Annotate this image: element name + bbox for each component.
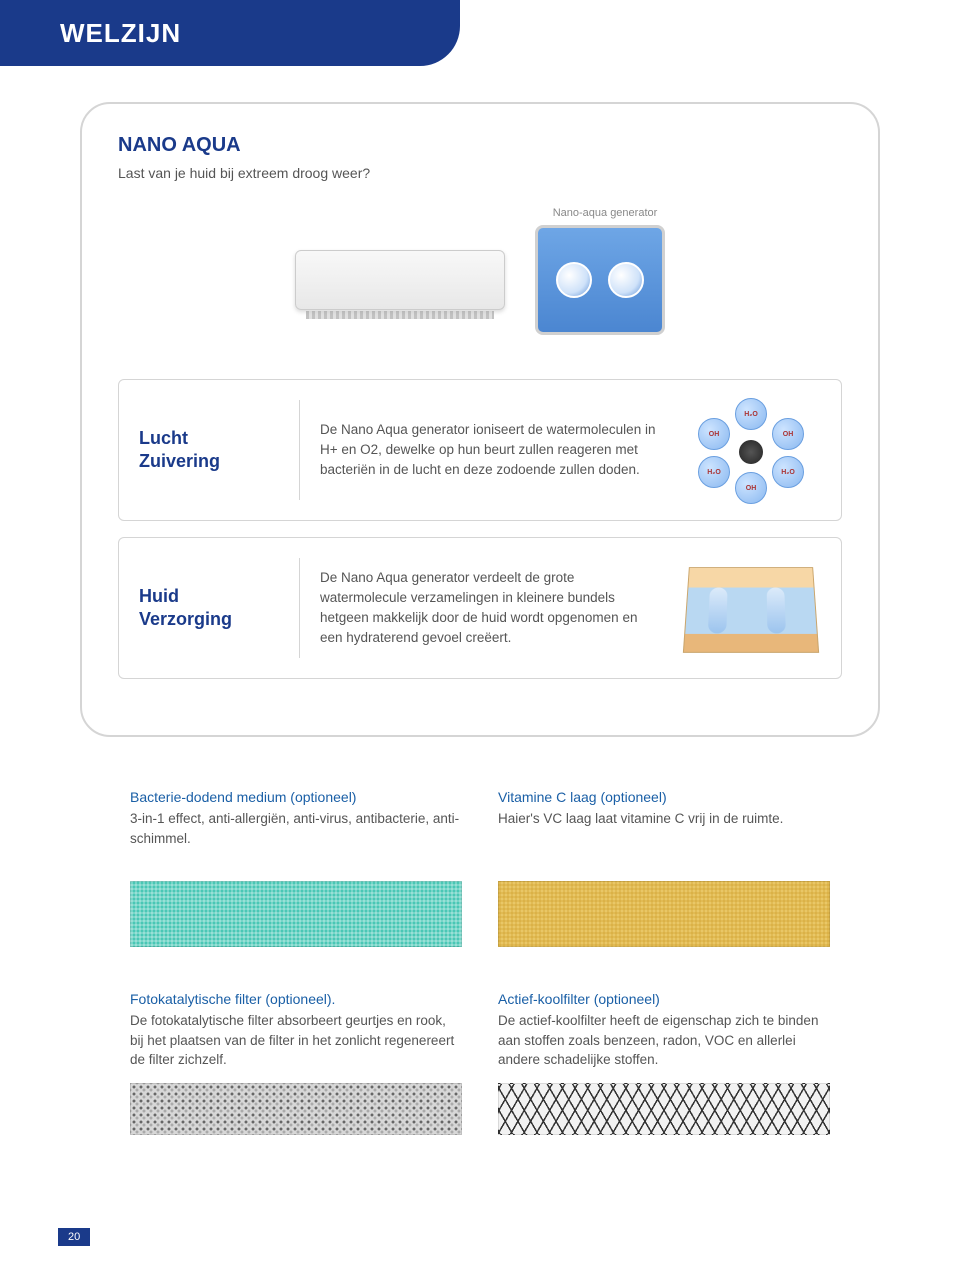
filter-title: Actief-koolfilter (optioneel) bbox=[498, 991, 830, 1007]
feature-label-line1: Huid bbox=[139, 586, 179, 606]
filter-swatch-teal bbox=[130, 881, 462, 947]
filter-fotokatalytisch: Fotokatalytische filter (optioneel). De … bbox=[130, 991, 462, 1135]
feature-label: Huid Verzorging bbox=[139, 585, 279, 632]
feature-huid-verzorging: Huid Verzorging De Nano Aqua generator v… bbox=[118, 537, 842, 679]
feature-label: Lucht Zuivering bbox=[139, 427, 279, 474]
feature-label-line1: Lucht bbox=[139, 428, 188, 448]
ac-unit-icon bbox=[295, 250, 505, 310]
hero-illustration: Nano-aqua generator bbox=[128, 205, 832, 355]
filter-swatch-gold bbox=[498, 881, 830, 947]
nano-subtitle: Last van je huid bij extreem droog weer? bbox=[118, 165, 842, 181]
filter-title: Bacterie-dodend medium (optioneel) bbox=[130, 789, 462, 805]
divider bbox=[299, 400, 300, 500]
header-bar: WELZIJN bbox=[0, 0, 460, 66]
molecule-cluster-icon: H₂O OH H₂O OH H₂O OH bbox=[681, 400, 821, 500]
feature-label-line2: Zuivering bbox=[139, 451, 220, 471]
filter-body: De fotokatalytische filter absorbeert ge… bbox=[130, 1011, 462, 1073]
feature-text: De Nano Aqua generator verdeelt de grote… bbox=[320, 568, 661, 649]
skin-layer-icon bbox=[681, 558, 821, 658]
filter-actief-kool: Actief-koolfilter (optioneel) De actief-… bbox=[498, 991, 830, 1135]
nano-aqua-card: NANO AQUA Last van je huid bij extreem d… bbox=[80, 102, 880, 737]
filter-swatch-mesh bbox=[498, 1083, 830, 1135]
filter-body: De actief-koolfilter heeft de eigenschap… bbox=[498, 1011, 830, 1073]
filter-swatch-silver bbox=[130, 1083, 462, 1135]
filter-bacterie: Bacterie-dodend medium (optioneel) 3-in-… bbox=[130, 789, 462, 947]
nano-generator-label: Nano-aqua generator bbox=[535, 207, 675, 219]
nano-generator-icon bbox=[535, 225, 665, 335]
filter-title: Vitamine C laag (optioneel) bbox=[498, 789, 830, 805]
nano-title: NANO AQUA bbox=[118, 134, 842, 157]
page-number: 20 bbox=[58, 1228, 90, 1246]
feature-label-line2: Verzorging bbox=[139, 609, 232, 629]
filters-grid: Bacterie-dodend medium (optioneel) 3-in-… bbox=[130, 789, 830, 1135]
page-header-title: WELZIJN bbox=[60, 18, 181, 49]
feature-text: De Nano Aqua generator ioniseert de wate… bbox=[320, 420, 661, 481]
feature-lucht-zuivering: Lucht Zuivering De Nano Aqua generator i… bbox=[118, 379, 842, 521]
filter-body: 3-in-1 effect, anti-allergiën, anti-viru… bbox=[130, 809, 462, 871]
filter-vitamine-c: Vitamine C laag (optioneel) Haier's VC l… bbox=[498, 789, 830, 947]
filter-title: Fotokatalytische filter (optioneel). bbox=[130, 991, 462, 1007]
filter-body: Haier's VC laag laat vitamine C vrij in … bbox=[498, 809, 830, 871]
divider bbox=[299, 558, 300, 658]
